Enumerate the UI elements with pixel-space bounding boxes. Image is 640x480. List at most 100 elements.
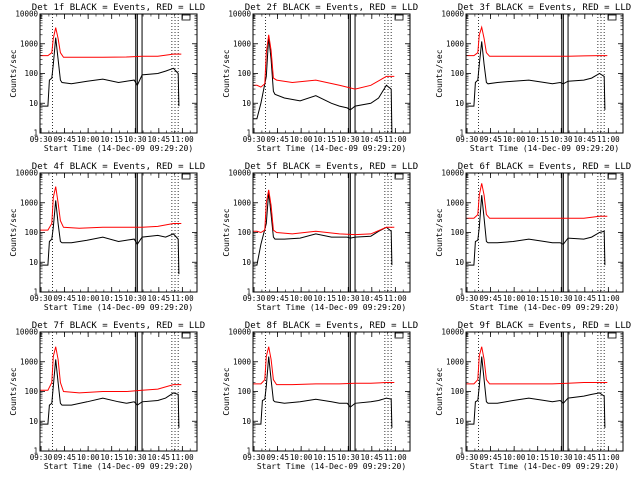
x-tick-label: 09:30 [30,135,53,144]
corner-box [607,332,617,339]
events-series-line [40,37,180,107]
y-tick-label: 100 [24,387,38,396]
lld-series-line [466,25,608,57]
y-tick-label: 1000 [20,198,39,207]
x-tick-label: 10:00 [290,135,313,144]
y-tick-label: 1000 [233,39,252,48]
x-tick-label: 10:30 [337,453,360,462]
x-axis-label: Start Time (14-Dec-09 09:29:20) [44,303,193,312]
y-tick-label: 1 [459,288,464,297]
axes-frame [252,13,411,134]
y-tick-label: 100 [237,69,251,78]
chart-panel-7: Det 7f BLACK = Events, RED = LLD 1 10 100 10… [9,321,205,471]
x-tick-label: 10:45 [574,135,597,144]
x-tick-label: 09:45 [266,135,289,144]
chart-panel-2: Det 2f BLACK = Events, RED = LLD 1 10 100 10… [222,3,418,153]
y-axis-label: Counts/sec [435,208,444,256]
x-tick-label: 10:00 [290,294,313,303]
y-axis-label: Counts/sec [435,49,444,97]
y-axis-label: Counts/sec [9,49,18,97]
corner-box [181,332,191,339]
events-series-line [253,356,393,428]
x-tick-label: 10:45 [148,453,171,462]
y-tick-label: 100 [237,387,251,396]
events-series-line [466,41,606,110]
y-tick-label: 100 [450,228,464,237]
x-axis-label: Start Time (14-Dec-09 09:29:20) [257,144,406,153]
y-axis-label: Counts/sec [222,49,231,97]
x-tick-label: 10:15 [100,453,123,462]
y-tick-label: 10 [242,417,252,426]
x-tick-label: 10:00 [503,294,526,303]
x-tick-label: 11:00 [384,135,407,144]
axes-frame [39,172,198,293]
y-tick-label: 1 [246,129,251,138]
y-tick-label: 10 [455,417,465,426]
x-tick-label: 09:45 [479,453,502,462]
y-tick-label: 10000 [228,169,251,178]
y-axis-label: Counts/sec [222,367,231,415]
x-tick-label: 11:00 [597,294,620,303]
x-tick-label: 10:30 [124,453,147,462]
lld-series-line [466,183,608,219]
lld-series-line [253,189,395,236]
x-tick-label: 10:15 [526,135,549,144]
y-tick-label: 1000 [446,39,465,48]
x-tick-label: 09:45 [53,135,76,144]
y-tick-label: 1 [33,288,38,297]
chart-title: Det 1f BLACK = Events, RED = LLD [32,3,205,13]
y-tick-label: 10000 [15,328,38,337]
x-tick-label: 10:30 [550,294,573,303]
x-tick-label: 09:30 [456,135,479,144]
chart-title: Det 6f BLACK = Events, RED = LLD [458,162,631,172]
x-axis-label: Start Time (14-Dec-09 09:29:20) [470,303,619,312]
x-axis-label: Start Time (14-Dec-09 09:29:20) [257,303,406,312]
y-tick-label: 10 [242,258,252,267]
y-axis-label: Counts/sec [9,367,18,415]
corner-box [181,173,191,180]
y-tick-label: 10000 [15,10,38,19]
y-tick-label: 10000 [228,328,251,337]
axes-frame [252,331,411,452]
x-tick-label: 10:00 [290,453,313,462]
y-tick-label: 10 [242,99,252,108]
x-tick-label: 09:45 [53,453,76,462]
lld-series-line [40,186,182,231]
y-tick-label: 1000 [233,357,252,366]
corner-box [394,14,404,21]
chart-title: Det 4f BLACK = Events, RED = LLD [32,162,205,172]
x-tick-label: 10:15 [526,453,549,462]
corner-box [394,173,404,180]
x-tick-label: 10:15 [313,135,336,144]
lld-series-line [466,346,608,385]
x-tick-label: 11:00 [597,135,620,144]
y-tick-label: 1000 [446,357,465,366]
chart-panel-3: Det 3f BLACK = Events, RED = LLD 1 10 100 10… [435,3,631,153]
y-tick-label: 1 [459,129,464,138]
y-axis-label: Counts/sec [222,208,231,256]
x-tick-label: 09:45 [266,294,289,303]
y-tick-label: 10000 [228,10,251,19]
x-axis-label: Start Time (14-Dec-09 09:29:20) [257,462,406,471]
y-axis-label: Counts/sec [9,208,18,256]
y-tick-label: 10000 [441,169,464,178]
x-tick-label: 09:30 [456,453,479,462]
lld-series-line [40,346,182,394]
x-tick-label: 10:45 [574,294,597,303]
x-tick-label: 09:30 [243,294,266,303]
x-tick-label: 09:45 [479,135,502,144]
x-tick-label: 11:00 [171,453,194,462]
chart-title: Det 3f BLACK = Events, RED = LLD [458,3,631,13]
y-tick-label: 100 [450,387,464,396]
y-tick-label: 1000 [20,39,39,48]
x-tick-label: 09:30 [30,453,53,462]
events-series-line [466,195,606,266]
events-series-line [253,36,393,134]
chart-panel-8: Det 8f BLACK = Events, RED = LLD 1 10 100 10… [222,321,418,471]
chart-panel-4: Det 4f BLACK = Events, RED = LLD 1 10 100 10… [9,162,205,312]
y-tick-label: 100 [24,228,38,237]
lld-series-line [253,346,395,386]
x-tick-label: 10:45 [148,135,171,144]
x-tick-label: 11:00 [171,294,194,303]
